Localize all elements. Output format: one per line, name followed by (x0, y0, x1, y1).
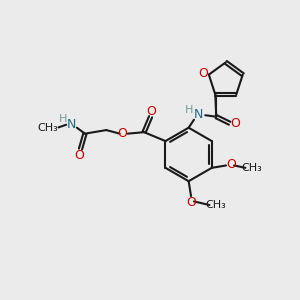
Text: O: O (75, 148, 85, 162)
Text: H: H (59, 114, 68, 124)
Text: CH₃: CH₃ (242, 163, 262, 173)
Text: O: O (117, 127, 127, 140)
Text: O: O (226, 158, 236, 171)
Text: N: N (67, 118, 76, 130)
Text: CH₃: CH₃ (38, 123, 58, 133)
Text: O: O (186, 196, 196, 209)
Text: N: N (194, 108, 203, 121)
Text: O: O (199, 67, 208, 80)
Text: CH₃: CH₃ (206, 200, 226, 210)
Text: H: H (184, 105, 193, 115)
Text: O: O (146, 105, 156, 118)
Text: O: O (231, 117, 241, 130)
